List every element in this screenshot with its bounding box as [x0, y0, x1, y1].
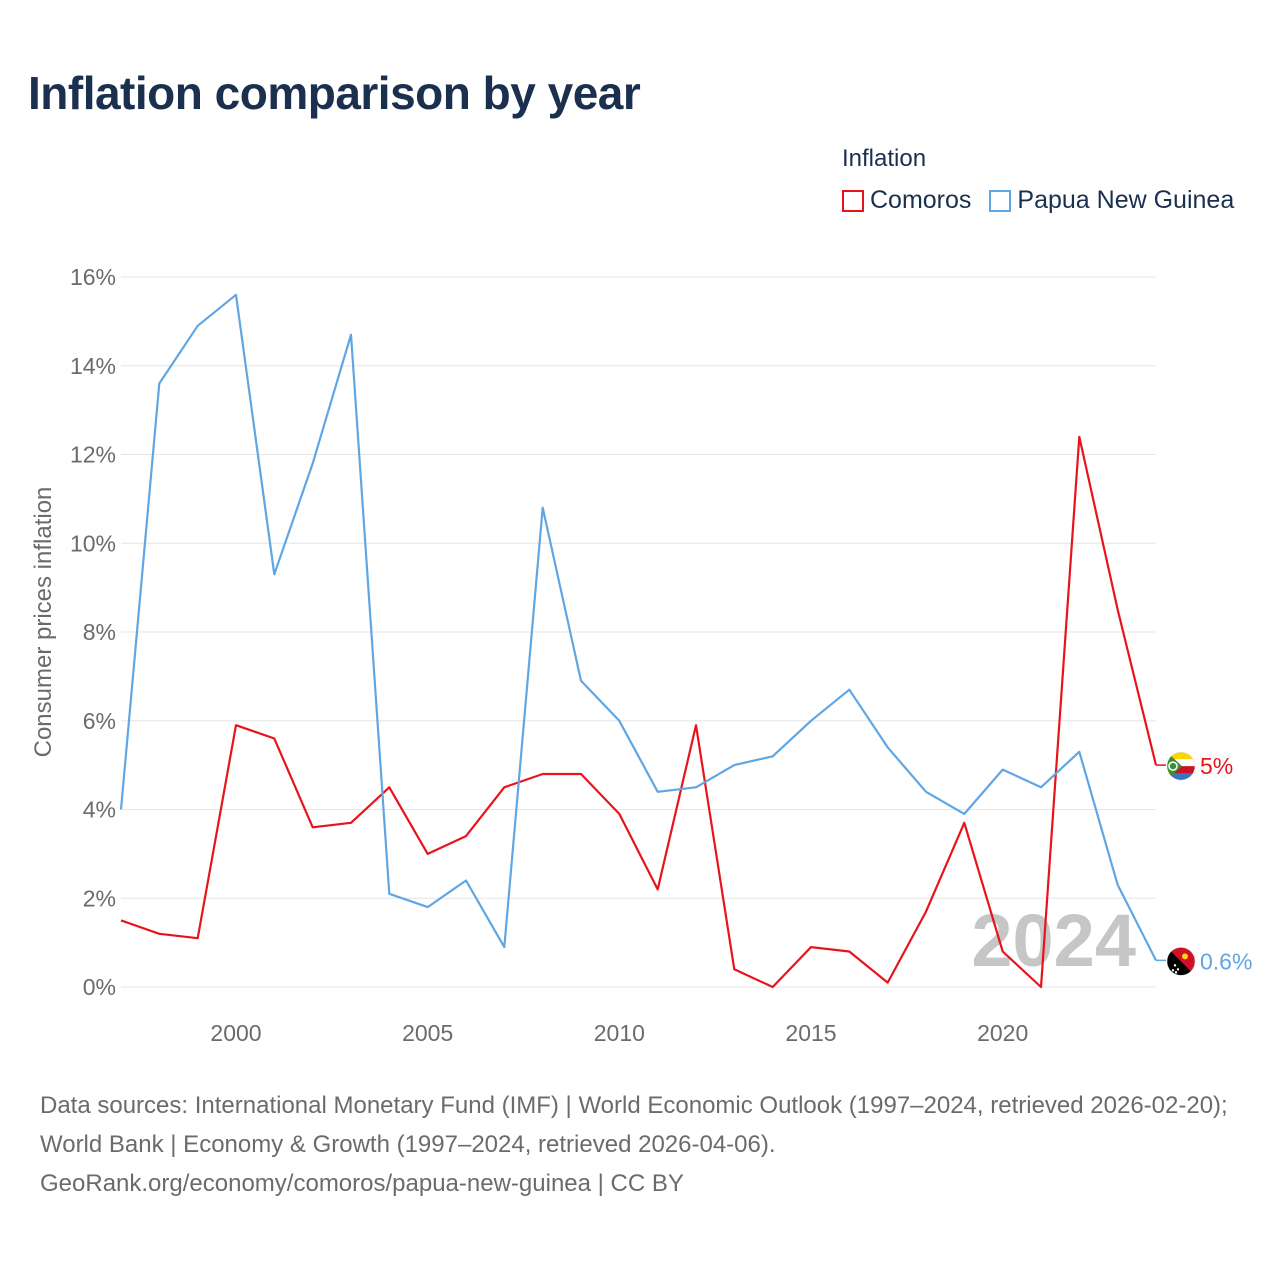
y-tick-label: 16% — [70, 264, 116, 290]
grid-lines — [121, 276, 1156, 988]
y-tick-label: 14% — [70, 353, 116, 379]
x-tick-label: 2010 — [594, 1020, 645, 1046]
x-tick-label: 2000 — [210, 1020, 261, 1046]
legend-swatch-comoros — [842, 189, 864, 212]
y-tick-label: 0% — [83, 974, 116, 1000]
x-tick-label: 2015 — [785, 1020, 836, 1046]
series-lines — [119, 293, 1158, 989]
series-line-comoros — [120, 435, 1158, 989]
legend-swatch-papua-new-guinea — [989, 189, 1012, 212]
series-line-papua-new-guinea — [119, 293, 1157, 961]
comoros-flag-icon — [1166, 751, 1196, 781]
line-chart: 0%2%4%6%8%10%12%14%16% 2000 2005 2010 2015 2… — [30, 264, 1252, 1046]
x-tick-label: 2005 — [402, 1020, 453, 1046]
y-tick-label: 6% — [83, 708, 116, 734]
y-tick-label: 12% — [70, 442, 116, 468]
data-sources-footer: Data sources: International Monetary Fun… — [40, 1086, 1250, 1203]
year-watermark: 2024 — [971, 899, 1136, 982]
legend-label-comoros: Comoros — [870, 186, 972, 214]
legend: Comoros Papua New Guinea — [842, 186, 1252, 215]
chart-title: Inflation comparison by year — [28, 67, 641, 119]
x-axis-tick-labels: 2000 2005 2010 2015 2020 — [210, 1020, 1028, 1046]
legend-title: Inflation — [842, 145, 927, 172]
papua-new-guinea-flag-icon — [1166, 947, 1196, 976]
x-tick-label: 2020 — [977, 1020, 1028, 1046]
end-labels: 5% 0.6% — [1156, 751, 1252, 976]
y-tick-label: 2% — [83, 885, 116, 911]
footer-link[interactable]: GeoRank.org/economy/comoros/papua-new-gu… — [40, 1170, 684, 1197]
legend-item-papua-new-guinea[interactable]: Papua New Guinea — [989, 186, 1234, 215]
y-tick-label: 4% — [83, 797, 116, 823]
end-value-label: 0.6% — [1200, 948, 1252, 974]
y-tick-label: 10% — [70, 530, 116, 556]
y-axis-label: Consumer prices inflation — [30, 487, 57, 758]
footer-sources: Data sources: International Monetary Fun… — [40, 1092, 1228, 1158]
y-tick-label: 8% — [83, 619, 116, 645]
legend-item-comoros[interactable]: Comoros — [842, 186, 971, 215]
legend-label-papua-new-guinea: Papua New Guinea — [1017, 186, 1235, 214]
y-axis-tick-labels: 0% 2% 4% 6% 8% 10% 12% 14% 16% — [70, 264, 116, 1000]
end-value-label: 5% — [1200, 753, 1233, 779]
